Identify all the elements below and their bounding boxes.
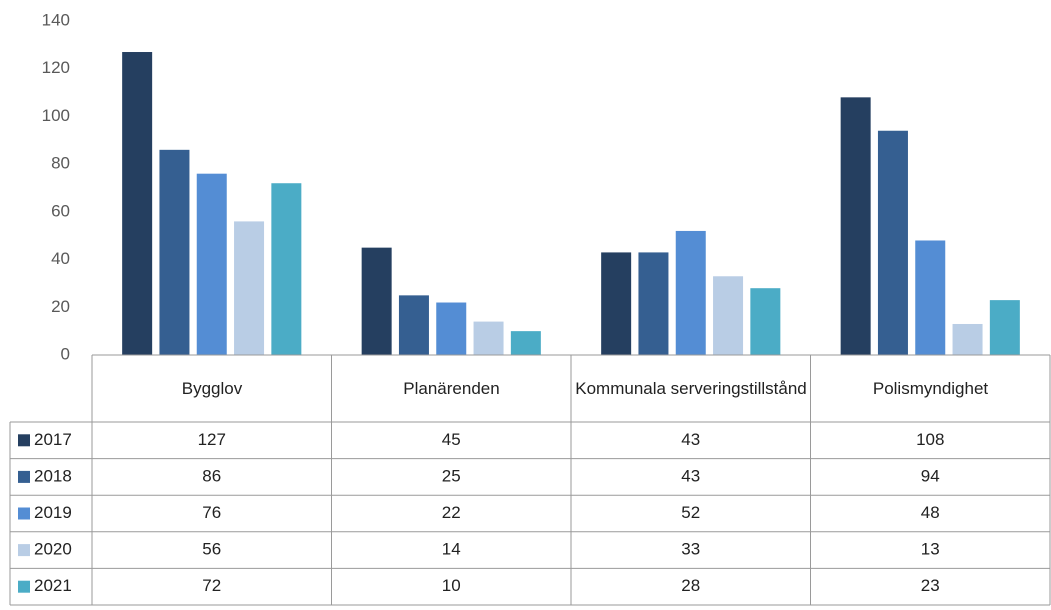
legend-label: 2019: [34, 503, 72, 522]
table-value: 56: [202, 540, 221, 559]
y-tick-label: 120: [42, 58, 70, 77]
bar: [750, 288, 781, 355]
bar: [840, 97, 871, 355]
bar: [638, 252, 669, 355]
legend-swatch: [18, 507, 30, 520]
x-tick-label: Polismyndighet: [872, 379, 989, 398]
y-tick-label: 140: [42, 10, 70, 29]
table-value: 13: [921, 540, 940, 559]
bar: [601, 252, 632, 355]
bar: [713, 276, 744, 355]
table-value: 25: [442, 466, 461, 485]
table-value: 45: [442, 430, 461, 449]
table-value: 48: [921, 503, 940, 522]
legend-label: 2020: [34, 540, 72, 559]
table-value: 127: [198, 430, 226, 449]
category-label-box: Planärenden: [403, 379, 500, 398]
bar: [234, 221, 265, 355]
legend-swatch: [18, 580, 30, 593]
bar: [877, 130, 908, 355]
table-value: 43: [681, 430, 700, 449]
bar: [361, 247, 392, 355]
bar: [989, 300, 1020, 355]
bar: [510, 331, 541, 355]
y-tick-label: 60: [51, 201, 70, 220]
category-label-box: Kommunala serveringstillstånd: [575, 379, 807, 398]
legend-label: 2017: [34, 430, 72, 449]
table-value: 33: [681, 540, 700, 559]
y-tick-label: 20: [51, 297, 70, 316]
bar: [473, 321, 504, 355]
table-value: 22: [442, 503, 461, 522]
table-value: 43: [681, 466, 700, 485]
category-label-box: Bygglov: [181, 379, 243, 398]
table-value: 28: [681, 576, 700, 595]
bar: [122, 52, 153, 356]
table-value: 72: [202, 576, 221, 595]
table-value: 52: [681, 503, 700, 522]
y-tick-label: 80: [51, 154, 70, 173]
bar: [196, 173, 227, 355]
table-value: 86: [202, 466, 221, 485]
legend-label: 2018: [34, 466, 72, 485]
legend-swatch: [18, 470, 30, 483]
table-value: 94: [921, 466, 940, 485]
bar: [271, 183, 302, 355]
table-value: 76: [202, 503, 221, 522]
category-label-box: Polismyndighet: [872, 379, 989, 398]
bar: [398, 295, 429, 355]
table-value: 10: [442, 576, 461, 595]
bar: [159, 149, 190, 355]
x-tick-label: Planärenden: [403, 379, 500, 398]
y-tick-label: 100: [42, 106, 70, 125]
table-value: 14: [442, 540, 461, 559]
x-tick-label: Bygglov: [181, 379, 243, 398]
table-value: 108: [916, 430, 944, 449]
bar: [436, 302, 467, 355]
legend-swatch: [18, 434, 30, 447]
y-tick-label: 0: [61, 344, 70, 363]
bar: [915, 240, 946, 355]
x-tick-label: Kommunala serveringstillstånd: [575, 379, 807, 398]
legend-label: 2021: [34, 576, 72, 595]
legend-swatch: [18, 544, 30, 557]
bar: [675, 230, 706, 355]
table-value: 23: [921, 576, 940, 595]
y-tick-label: 40: [51, 249, 70, 268]
bar: [952, 323, 983, 355]
